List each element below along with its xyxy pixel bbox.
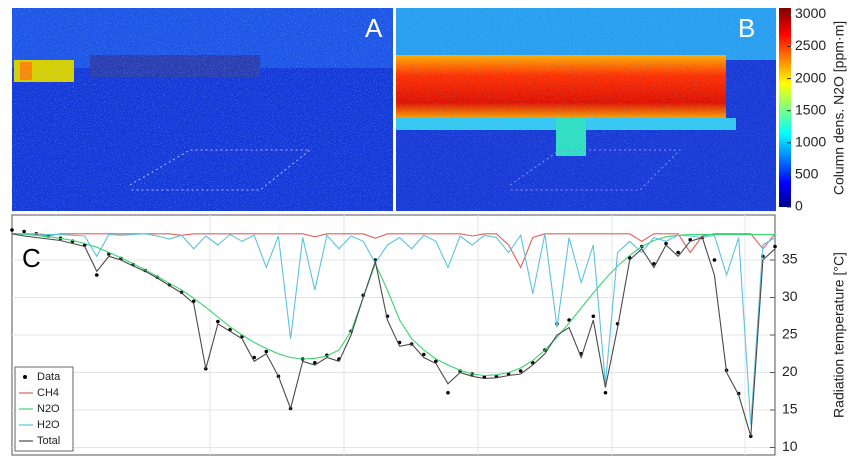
data-point [567, 318, 571, 322]
data-point [216, 319, 220, 324]
y-tick-label: 30 [782, 288, 798, 304]
colorbar-tick-label: 500 [795, 166, 819, 182]
legend-label: Data [37, 371, 61, 383]
colorbar-tick-label: 1500 [795, 101, 826, 117]
data-point [264, 349, 269, 354]
y-tick-label: 15 [782, 401, 798, 417]
y-tick-label: 20 [782, 363, 798, 379]
data-point [312, 360, 317, 365]
series-line [12, 233, 776, 426]
data-point [252, 355, 257, 360]
data-point [22, 229, 26, 234]
data-point [518, 369, 523, 373]
image-b: B [396, 8, 776, 211]
colorbar-label: Column dens. N2O [ppm·m] [831, 21, 847, 195]
legend-label: H2O [37, 419, 60, 431]
y-tick-label: 35 [782, 251, 798, 267]
data-point [603, 390, 608, 395]
colorbar-tick-label: 1000 [795, 134, 826, 150]
data-point [652, 261, 656, 266]
image-a: A [12, 8, 393, 211]
y-tick-label: 25 [782, 326, 798, 342]
colorbar-tick-label: 2000 [795, 69, 826, 85]
data-point [434, 359, 438, 364]
legend-label: N2O [37, 403, 60, 415]
data-point [446, 390, 450, 395]
colorbar [779, 8, 791, 207]
colorbar-tick-label: 2500 [795, 37, 826, 53]
panel-label: A [365, 13, 383, 43]
colorbar-tick-label: 0 [795, 198, 803, 214]
panel-label: C [22, 243, 41, 273]
y-axis-label: Radiation temperature [°C] [831, 252, 847, 418]
data-point [421, 352, 426, 357]
data-point [591, 314, 596, 319]
panel-label: B [738, 13, 755, 43]
data-point [664, 241, 668, 246]
data-point [712, 258, 717, 262]
data-point [10, 228, 14, 232]
legend-label: Total [37, 435, 60, 447]
data-point [94, 273, 99, 277]
legend-label: CH4 [37, 387, 59, 399]
y-tick-label: 10 [782, 438, 798, 454]
series-line [11, 233, 776, 437]
data-point [773, 244, 777, 249]
colorbar-tick-label: 3000 [795, 5, 826, 21]
legend-swatch [23, 375, 27, 379]
data-point [676, 250, 680, 255]
series-line [11, 233, 775, 377]
